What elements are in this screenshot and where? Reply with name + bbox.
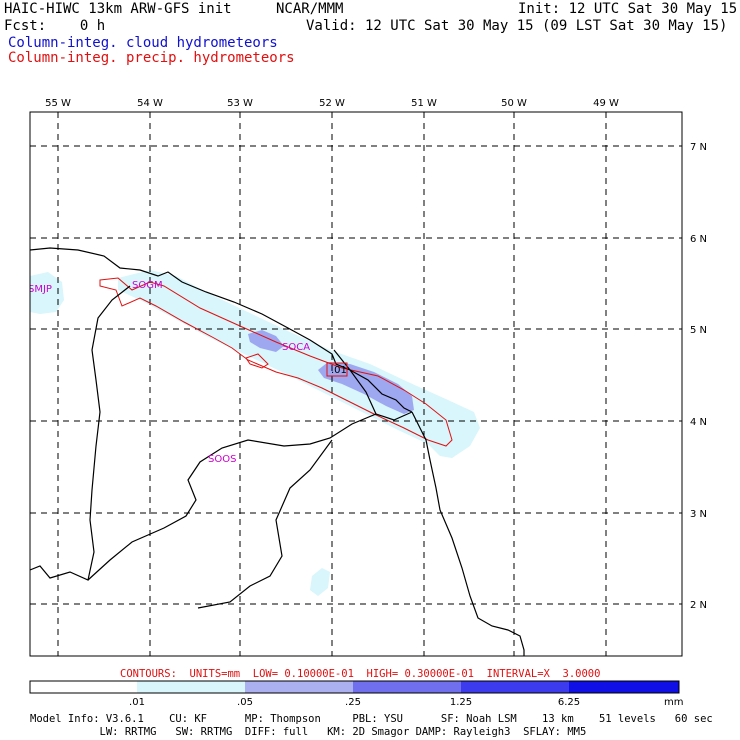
contours-info: CONTOURS: UNITS=mm LOW= 0.10000E-01 HIGH…: [120, 668, 601, 680]
station-label-sogm: SOGM: [132, 280, 163, 291]
colorbar-segment-1: [137, 681, 245, 693]
station-label-soos: SOOS: [208, 454, 236, 465]
colorbar-tick-625: 6.25: [558, 697, 580, 708]
coastlines: [30, 247, 525, 656]
model-title: HAIC-HIWC 13km ARW-GFS init: [4, 1, 232, 17]
org-label: NCAR/MMM: [276, 1, 344, 17]
field-cloud-label: Column-integ. cloud hydrometeors: [8, 35, 278, 51]
lon-label-52w: 52 W: [319, 98, 345, 109]
map-frame: [29, 111, 683, 657]
colorbar-segment-2: [245, 681, 353, 693]
valid-time: Valid: 12 UTC Sat 30 May 15 (09 LST Sat …: [306, 18, 728, 34]
border-west: [30, 285, 131, 581]
cloud-field-west: [30, 272, 64, 314]
colorbar-segment-3: [353, 681, 461, 693]
lat-label-5n: 5 N: [690, 325, 707, 336]
lat-label-2n: 2 N: [690, 600, 707, 611]
lon-label-51w: 51 W: [411, 98, 437, 109]
coastline-east: [411, 411, 525, 656]
colorbar-segment-4: [461, 681, 569, 693]
model-info-line-2: LW: RRTMG SW: RRTMG DIFF: full KM: 2D Sm…: [30, 726, 587, 738]
lon-label-55w: 55 W: [45, 98, 71, 109]
lat-label-6n: 6 N: [690, 234, 707, 245]
colorbar: .01 .05 .25 1.25 6.25 mm: [29, 680, 683, 708]
colorbar-tick-05: .05: [237, 697, 253, 708]
lon-label-53w: 53 W: [227, 98, 253, 109]
colorbar-segment-0: [30, 681, 137, 693]
lon-label-54w: 54 W: [137, 98, 163, 109]
forecast-map: 55 W 54 W 53 W 52 W 51 W 50 W 49 W 7 N 6…: [28, 98, 707, 657]
colorbar-units: mm: [664, 697, 683, 708]
forecast-hour: Fcst: 0 h: [4, 18, 106, 34]
cloud-field-small: [310, 568, 330, 596]
colorbar-frame: [29, 680, 680, 694]
precip-contour-small: [245, 353, 269, 369]
colorbar-tick-01: .01: [129, 697, 145, 708]
cloud-field-medium-1: [248, 330, 284, 352]
model-info-line-1: Model Info: V3.6.1 CU: KF MP: Thompson P…: [30, 713, 713, 725]
station-label-soca: SOCA: [282, 342, 310, 353]
graticule: [30, 112, 682, 656]
border-south: [197, 439, 333, 609]
cloud-field-medium-2: [318, 362, 414, 414]
lat-label-3n: 3 N: [690, 509, 707, 520]
field-precip-label: Column-integ. precip. hydrometeors: [8, 50, 295, 66]
precip-contour-main: [99, 277, 453, 447]
point-value-label: .01: [331, 365, 347, 376]
init-time: Init: 12 UTC Sat 30 May 15: [518, 1, 738, 17]
coastline-north: [30, 247, 413, 413]
lat-label-7n: 7 N: [690, 142, 707, 153]
border-central: [87, 411, 413, 581]
lon-label-49w: 49 W: [593, 98, 619, 109]
station-label-smjp: SMJP: [28, 284, 52, 295]
colorbar-segment-5: [569, 681, 679, 693]
colorbar-tick-25: .25: [345, 697, 361, 708]
lat-label-4n: 4 N: [690, 417, 707, 428]
cloud-field-light: [118, 270, 480, 458]
colorbar-tick-125: 1.25: [450, 697, 472, 708]
point-value-box: [326, 362, 348, 377]
border-east: [333, 349, 377, 415]
lon-label-50w: 50 W: [501, 98, 527, 109]
